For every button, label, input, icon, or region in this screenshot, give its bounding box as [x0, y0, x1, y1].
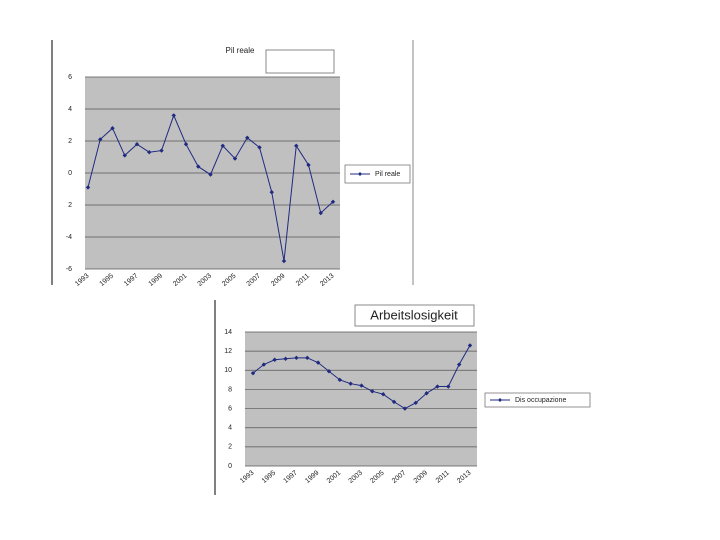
- y-tick-label: 0: [228, 463, 232, 470]
- title-box: [354, 304, 475, 327]
- legend-label: Pil reale: [375, 171, 400, 178]
- data-point: [456, 362, 462, 367]
- data-point: [402, 406, 408, 411]
- y-tick-label: 6: [68, 74, 72, 81]
- data-point: [413, 400, 418, 406]
- empty-box: [265, 49, 335, 74]
- y-tick-label: -4: [66, 234, 72, 241]
- data-point: [318, 210, 323, 216]
- data-point: [183, 142, 189, 147]
- data-point: [435, 384, 440, 389]
- y-tick-label: 4: [68, 106, 72, 113]
- legend-marker: [498, 398, 502, 402]
- data-point: [159, 148, 164, 153]
- y-tick-label: 14: [224, 329, 232, 336]
- data-point: [171, 113, 176, 118]
- legend-label: Dis occupazione: [515, 397, 566, 404]
- legend-box: [344, 164, 411, 184]
- data-point: [283, 356, 288, 361]
- data-point: [294, 355, 299, 361]
- data-point: [196, 164, 201, 169]
- data-point: [305, 355, 310, 361]
- data-point: [446, 384, 451, 389]
- data-point: [281, 258, 287, 264]
- data-point: [315, 360, 321, 365]
- y-tick-label: 8: [228, 386, 232, 393]
- y-tick-label: 12: [224, 348, 232, 355]
- legend-marker: [358, 172, 362, 176]
- data-point: [245, 135, 250, 140]
- data-point: [467, 343, 473, 348]
- data-point: [98, 137, 103, 142]
- data-point: [134, 142, 140, 147]
- data-point: [85, 185, 91, 190]
- data-point: [337, 377, 342, 383]
- data-point: [232, 156, 238, 161]
- y-tick-label: 2: [68, 202, 72, 209]
- y-tick-label: 2: [68, 138, 72, 145]
- data-point: [272, 357, 277, 362]
- data-point: [208, 172, 213, 177]
- plot-area: [245, 332, 477, 466]
- data-point: [306, 162, 311, 168]
- y-tick-label: 4: [228, 425, 232, 432]
- data-point: [424, 391, 429, 396]
- y-tick-label: 0: [68, 170, 72, 177]
- data-point: [220, 143, 225, 148]
- y-tick-label: 6: [228, 405, 232, 412]
- chart-title: Arbeitslosigkeit: [370, 307, 458, 322]
- data-point: [147, 150, 152, 155]
- y-tick-label: 2: [228, 444, 232, 451]
- data-point: [269, 190, 274, 195]
- data-point: [381, 392, 386, 397]
- y-tick-label: 10: [224, 367, 232, 374]
- data-point: [370, 389, 375, 394]
- y-tick-label: -6: [66, 266, 72, 273]
- data-point: [257, 145, 262, 150]
- data-point: [122, 153, 127, 158]
- data-point: [391, 399, 397, 405]
- data-point: [326, 369, 332, 374]
- data-point: [348, 381, 353, 386]
- data-point: [250, 370, 256, 376]
- data-point: [110, 126, 115, 131]
- data-point: [359, 383, 364, 388]
- chart-title: Pil reale: [226, 46, 255, 55]
- data-point: [294, 143, 299, 148]
- data-point: [261, 362, 267, 367]
- data-point: [330, 199, 336, 204]
- legend-box: [484, 392, 591, 408]
